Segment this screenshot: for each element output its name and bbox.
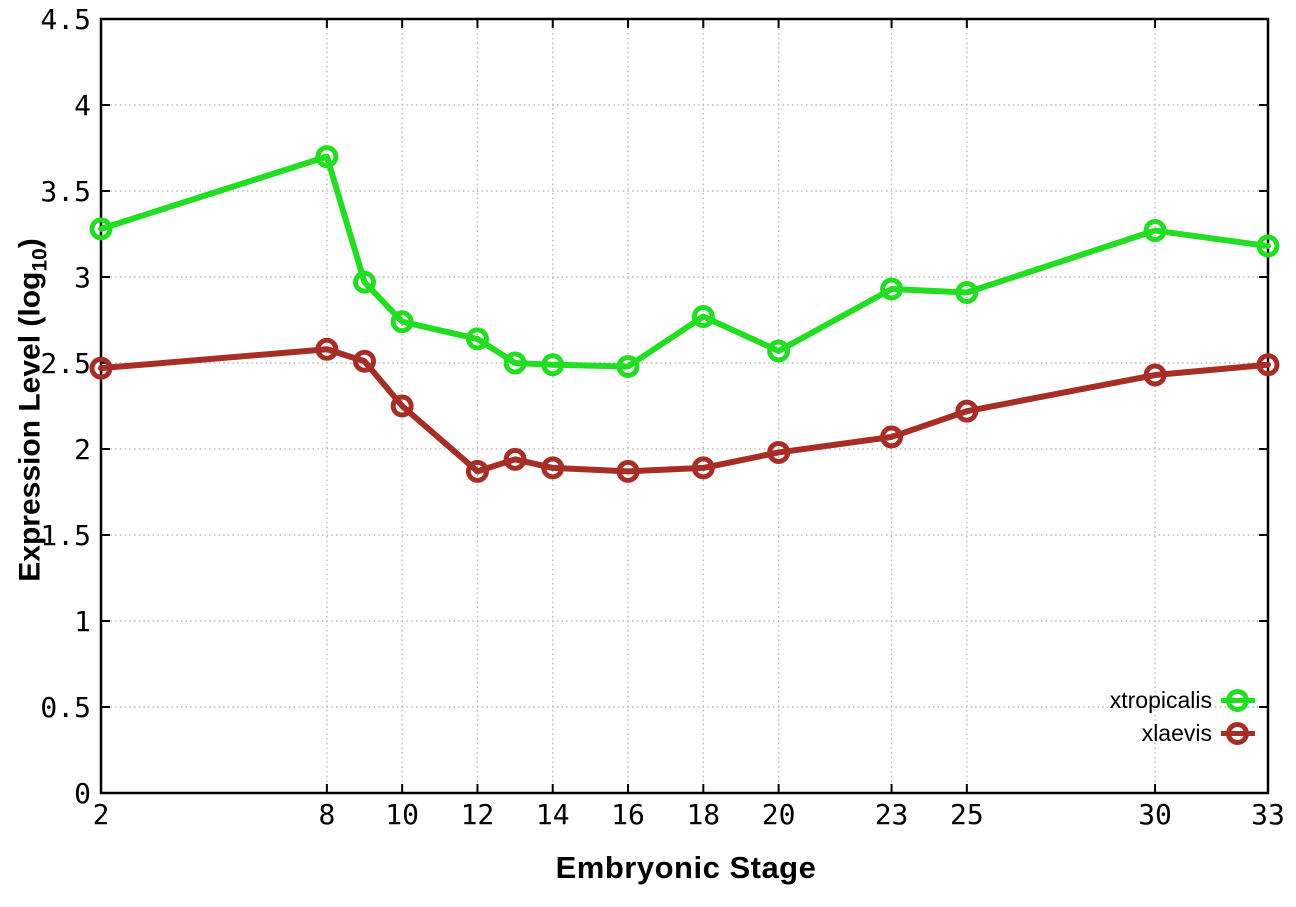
x-tick-label: 30 <box>1138 798 1172 831</box>
legend-item-xlaevis: xlaevis <box>1110 717 1255 750</box>
y-tick-label: 2.5 <box>40 347 91 380</box>
x-tick-label: 8 <box>318 798 335 831</box>
y-axis-title: Expression Level (log10) <box>14 238 53 581</box>
data-point-xtropicalis <box>390 310 414 334</box>
open-circle-marker-icon <box>1221 721 1255 747</box>
x-tick-label: 18 <box>686 798 720 831</box>
data-point-xtropicalis <box>503 351 527 375</box>
data-point-xtropicalis <box>541 353 565 377</box>
x-tick-label: 20 <box>762 798 796 831</box>
legend-label-xlaevis: xlaevis <box>1141 720 1212 746</box>
y-tick-label: 3 <box>74 261 91 294</box>
data-point-xlaevis <box>1256 353 1280 377</box>
data-point-xtropicalis <box>465 327 489 351</box>
y-axis-title-text: Expression Level (log <box>13 271 47 582</box>
data-point-xtropicalis <box>89 217 113 241</box>
data-point-xtropicalis <box>1256 234 1280 258</box>
y-tick-label: 4 <box>74 89 91 122</box>
x-tick-label: 2 <box>93 798 110 831</box>
data-point-xlaevis <box>503 447 527 471</box>
y-axis-title-suffix: ) <box>13 238 47 249</box>
data-point-xlaevis <box>1143 363 1167 387</box>
x-tick-label: 12 <box>461 798 495 831</box>
x-tick-label: 10 <box>385 798 419 831</box>
x-axis-title: Embryonic Stage <box>555 850 817 885</box>
y-tick-label: 3.5 <box>40 175 91 208</box>
y-axis-title-subscript: 10 <box>28 248 52 272</box>
data-point-xtropicalis <box>767 339 791 363</box>
data-point-xtropicalis <box>691 305 715 329</box>
data-point-xlaevis <box>390 394 414 418</box>
series-line-xtropicalis <box>98 153 1271 370</box>
data-point-xlaevis <box>880 425 904 449</box>
data-point-xlaevis <box>353 349 377 373</box>
data-point-xlaevis <box>315 337 339 361</box>
data-point-xlaevis <box>465 459 489 483</box>
x-tick-label: 14 <box>536 798 570 831</box>
data-point-xlaevis <box>616 459 640 483</box>
data-point-xtropicalis <box>880 277 904 301</box>
x-tick-label: 16 <box>611 798 645 831</box>
legend: xtropicalis xlaevis <box>1110 684 1255 750</box>
data-point-xtropicalis <box>315 145 339 169</box>
data-point-xlaevis <box>767 440 791 464</box>
y-tick-label: 0 <box>74 777 91 810</box>
x-tick-label: 33 <box>1251 798 1285 831</box>
legend-item-xtropicalis: xtropicalis <box>1110 684 1255 717</box>
data-point-xlaevis <box>541 456 565 480</box>
data-point-xlaevis <box>89 356 113 380</box>
data-point-xtropicalis <box>955 280 979 304</box>
data-point-xlaevis <box>691 456 715 480</box>
data-point-xtropicalis <box>616 354 640 378</box>
data-point-xtropicalis <box>353 270 377 294</box>
y-tick-label: 0.5 <box>40 691 91 724</box>
legend-label-xtropicalis: xtropicalis <box>1109 687 1212 713</box>
y-tick-label: 1 <box>74 605 91 638</box>
data-point-xlaevis <box>955 399 979 423</box>
y-tick-label: 4.5 <box>40 3 91 36</box>
data-point-xtropicalis <box>1143 219 1167 243</box>
series-line-xlaevis <box>98 346 1271 475</box>
open-circle-marker-icon <box>1221 688 1255 714</box>
x-tick-label: 25 <box>950 798 984 831</box>
plot-border <box>99 17 1270 795</box>
y-tick-label: 2 <box>74 433 91 466</box>
y-tick-label: 1.5 <box>40 519 91 552</box>
x-tick-label: 23 <box>875 798 909 831</box>
